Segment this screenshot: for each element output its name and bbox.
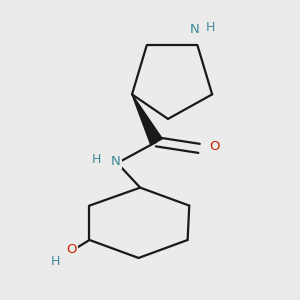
Polygon shape — [132, 94, 162, 145]
Text: H: H — [91, 153, 101, 166]
Text: O: O — [66, 243, 77, 256]
Text: N: N — [189, 23, 199, 36]
Text: H: H — [50, 255, 60, 268]
Text: H: H — [206, 21, 215, 34]
Text: N: N — [111, 155, 121, 168]
Text: O: O — [209, 140, 220, 153]
